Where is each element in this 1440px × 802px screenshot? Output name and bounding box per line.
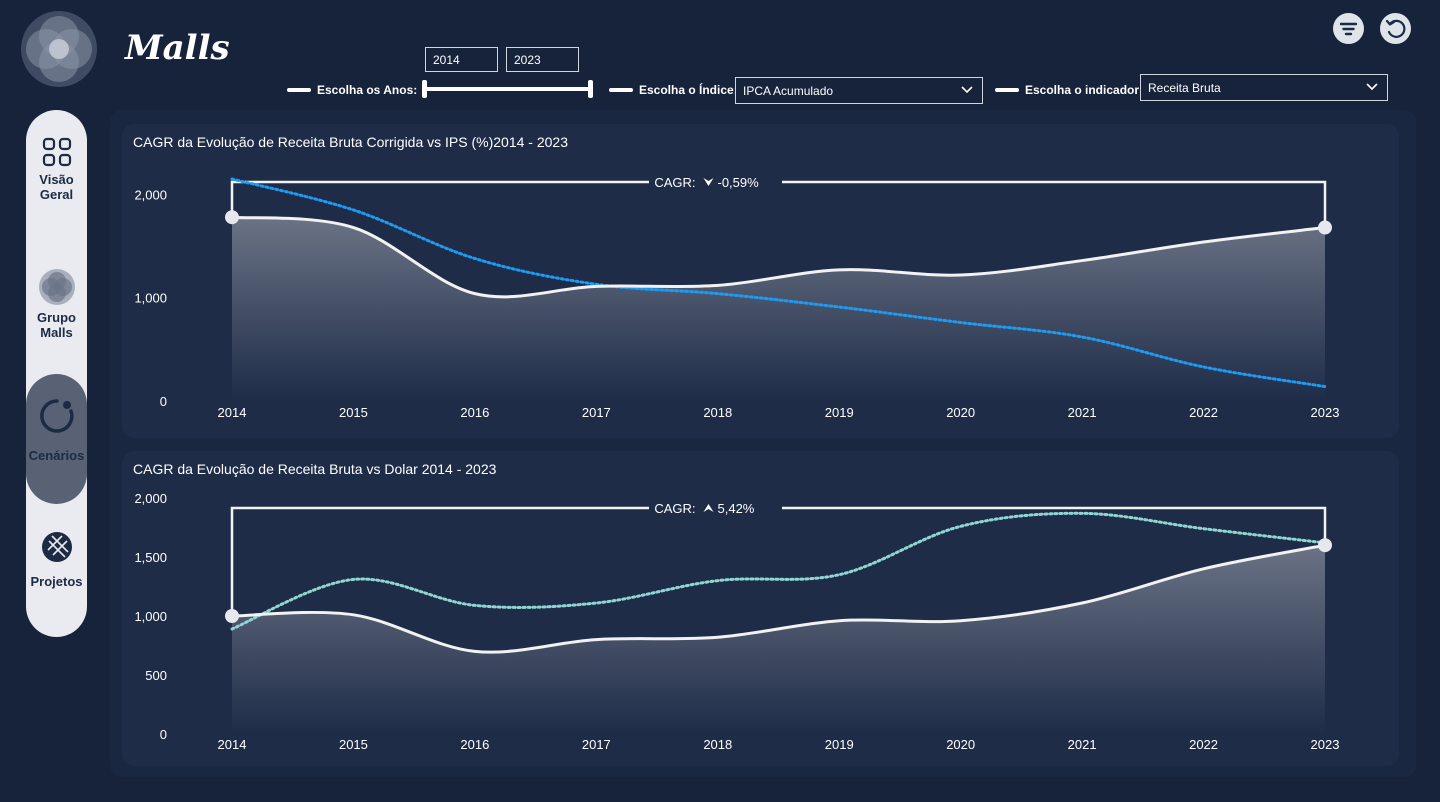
start-point-marker (225, 609, 239, 623)
filter-icon (1339, 22, 1358, 36)
main-series-line (231, 543, 1326, 654)
sidebar-nav: Visão Geral Grupo Malls Cenários P (26, 110, 87, 637)
comparison-series-line (230, 511, 1327, 631)
indicator-select-value: Receita Bruta (1148, 81, 1221, 95)
cagr-value: -0,59% (718, 175, 760, 190)
y-tick-label: 1,500 (134, 550, 167, 565)
x-tick-label: 2019 (825, 405, 854, 420)
cagr-bracket (230, 506, 1327, 616)
dash (995, 88, 1019, 92)
group-logo-icon (38, 269, 75, 305)
start-point-marker (225, 210, 239, 225)
x-tick-label: 2019 (825, 737, 854, 752)
year-range-slider[interactable] (424, 87, 592, 91)
reset-icon (1385, 19, 1406, 38)
years-label: Escolha os Anos: (317, 83, 418, 97)
index-filter-label: Escolha o Índice: (609, 83, 738, 97)
series-area (232, 545, 1325, 734)
nav-label: Geral (39, 187, 74, 202)
nav-label: Projetos (30, 574, 83, 589)
indicator-filter-label: Escolha o indicador: (995, 83, 1143, 97)
main-series-line (231, 215, 1326, 299)
x-tick-label: 2016 (460, 737, 489, 752)
y-tick-label: 1,000 (134, 609, 167, 624)
x-tick-label: 2018 (703, 737, 732, 752)
comparison-series-line (230, 177, 1327, 389)
dash (287, 88, 311, 92)
nav-label: Visão (39, 172, 74, 187)
x-tick-label: 2022 (1189, 737, 1218, 752)
slider-handle-end[interactable] (588, 80, 593, 98)
chart-title: CAGR da Evolução de Receita Bruta Corrig… (133, 134, 568, 150)
x-tick-label: 2023 (1311, 405, 1340, 420)
y-tick-label: 1,000 (134, 291, 167, 306)
scenario-icon (39, 399, 74, 433)
end-point-marker (1318, 538, 1332, 553)
y-tick-label: 2,000 (134, 491, 167, 506)
index-label: Escolha o Índice: (639, 83, 738, 97)
cagr-label: CAGR: (654, 175, 695, 190)
nav-label: Malls (40, 325, 73, 340)
indicator-select[interactable]: Receita Bruta (1140, 74, 1388, 101)
x-tick-label: 2017 (582, 405, 611, 420)
y-tick-label: 0 (160, 394, 167, 409)
x-tick-label: 2014 (218, 737, 247, 752)
grid-icon (42, 137, 71, 167)
reset-button[interactable] (1380, 13, 1411, 44)
x-tick-label: 2021 (1068, 405, 1097, 420)
cagr-label: CAGR: (654, 501, 695, 516)
x-tick-label: 2023 (1311, 737, 1340, 752)
arrow-down-icon (703, 178, 714, 186)
y-tick-label: 500 (145, 668, 167, 683)
chart-card-dolar: CAGR da Evolução de Receita Bruta vs Dol… (122, 451, 1399, 766)
nav-label: Grupo (37, 310, 76, 325)
chart-ips: 0 1,000 2,000 2014 2015 2016 2017 2018 2019 2020 2… (134, 175, 1340, 420)
app-title: Malls (125, 28, 230, 68)
filter-button[interactable] (1333, 13, 1364, 44)
cagr-bracket (230, 180, 1327, 228)
end-point-marker (1318, 220, 1332, 235)
year-from-input[interactable]: 2014 (425, 47, 498, 72)
chevron-down-icon (1366, 83, 1378, 91)
nav-item-visao-geral[interactable]: Visão Geral (26, 136, 87, 226)
series-area (232, 217, 1325, 401)
x-tick-label: 2020 (946, 405, 975, 420)
x-tick-label: 2020 (946, 737, 975, 752)
chevron-down-icon (961, 86, 973, 94)
arrow-up-icon (703, 504, 714, 512)
x-tick-label: 2017 (582, 737, 611, 752)
index-select[interactable]: IPCA Acumulado (735, 77, 983, 104)
malls-logo (21, 11, 97, 87)
x-tick-label: 2018 (703, 405, 732, 420)
x-tick-label: 2015 (339, 737, 368, 752)
chart-title: CAGR da Evolução de Receita Bruta vs Dol… (133, 461, 497, 477)
x-tick-label: 2014 (218, 405, 247, 420)
x-tick-label: 2016 (460, 405, 489, 420)
nav-label: Cenários (28, 448, 85, 463)
chart-card-ips: CAGR da Evolução de Receita Bruta Corrig… (122, 124, 1399, 438)
year-to-input[interactable]: 2023 (506, 47, 579, 72)
cagr-value: 5,42% (718, 501, 755, 516)
chart-dolar: 0 500 1,000 1,500 2,000 2014 2015 2016 2017 2018 2… (134, 491, 1340, 752)
dash (609, 88, 633, 92)
slider-handle-start[interactable] (422, 80, 427, 98)
years-filter-label: Escolha os Anos: (287, 83, 417, 97)
y-tick-label: 0 (160, 727, 167, 742)
y-tick-label: 2,000 (134, 187, 167, 202)
nav-item-grupo-malls[interactable]: Grupo Malls (26, 268, 87, 358)
globe-icon (41, 532, 72, 562)
index-select-value: IPCA Acumulado (743, 84, 834, 98)
x-tick-label: 2021 (1068, 737, 1097, 752)
x-tick-label: 2022 (1189, 405, 1218, 420)
x-tick-label: 2015 (339, 405, 368, 420)
nav-item-projetos[interactable]: Projetos (26, 530, 87, 610)
indicator-label: Escolha o indicador: (1025, 83, 1144, 97)
nav-item-cenarios[interactable]: Cenários (26, 374, 87, 504)
